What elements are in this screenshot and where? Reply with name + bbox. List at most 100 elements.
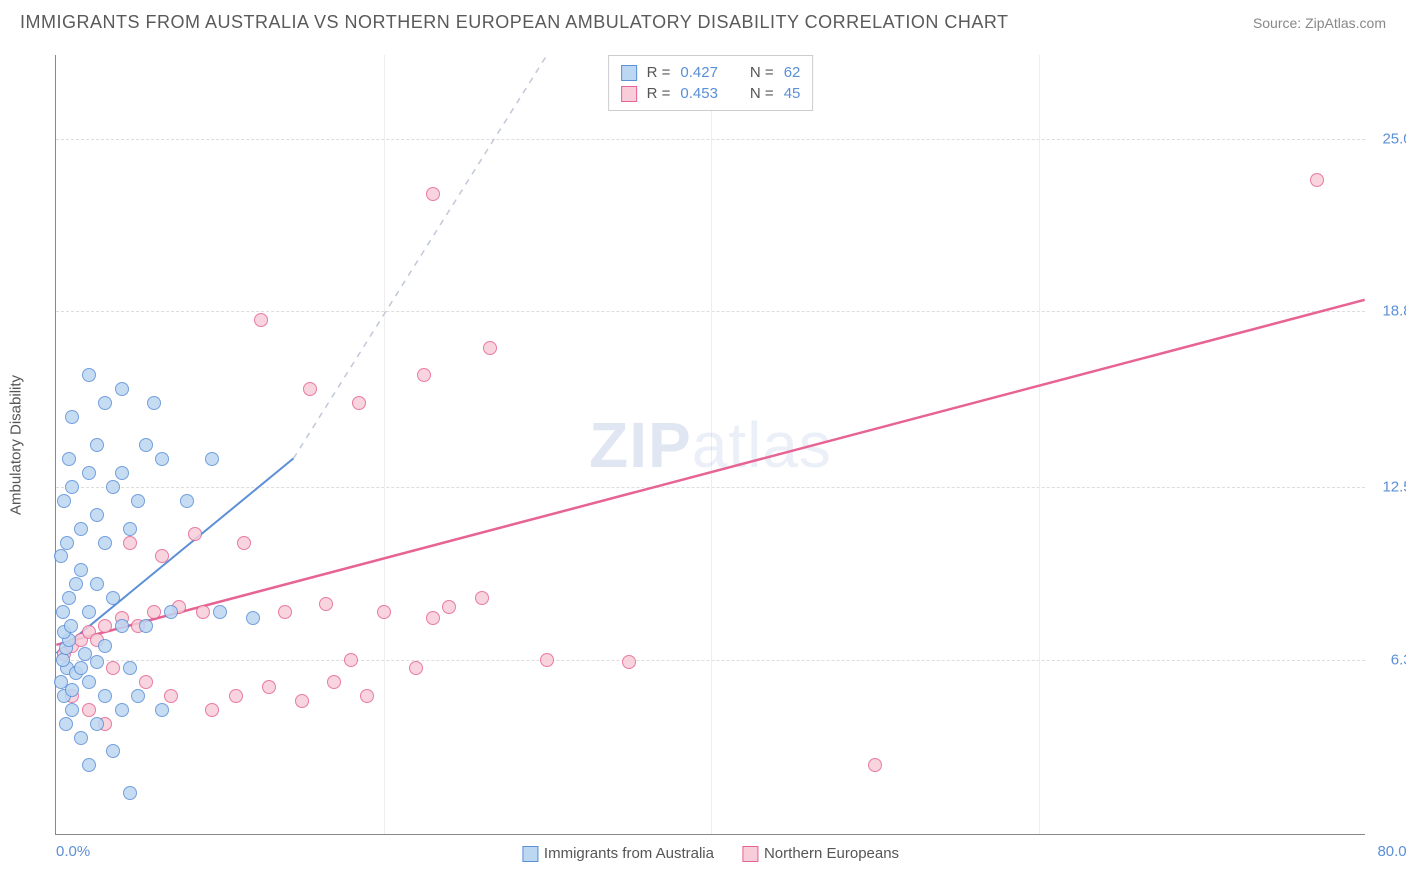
n-value-b: 45 <box>784 85 801 102</box>
data-point <box>98 536 112 550</box>
data-point <box>442 600 456 614</box>
data-point <box>409 661 423 675</box>
trend-lines <box>56 55 1365 834</box>
data-point <box>64 619 78 633</box>
data-point <box>139 438 153 452</box>
x-max-label: 80.0% <box>1377 843 1406 860</box>
data-point <box>60 536 74 550</box>
data-point <box>82 703 96 717</box>
data-point <box>147 396 161 410</box>
data-point <box>205 703 219 717</box>
data-point <box>82 758 96 772</box>
data-point <box>475 591 489 605</box>
data-point <box>82 605 96 619</box>
n-label-a: N = <box>750 64 774 81</box>
data-point <box>106 591 120 605</box>
data-point <box>106 661 120 675</box>
data-point <box>483 341 497 355</box>
data-point <box>65 480 79 494</box>
data-point <box>82 368 96 382</box>
data-point <box>74 661 88 675</box>
trend-line <box>293 55 546 458</box>
data-point <box>131 689 145 703</box>
source-credit: Source: ZipAtlas.com <box>1253 15 1386 31</box>
data-point <box>295 694 309 708</box>
data-point <box>90 577 104 591</box>
data-point <box>98 396 112 410</box>
n-value-a: 62 <box>784 64 801 81</box>
data-point <box>65 410 79 424</box>
data-point <box>139 619 153 633</box>
data-point <box>237 536 251 550</box>
data-point <box>188 527 202 541</box>
data-point <box>62 452 76 466</box>
data-point <box>319 597 333 611</box>
legend-item-a: Immigrants from Australia <box>522 845 714 862</box>
data-point <box>164 605 178 619</box>
data-point <box>213 605 227 619</box>
data-point <box>1310 173 1324 187</box>
data-point <box>246 611 260 625</box>
correlation-legend: R = 0.427 N = 62 R = 0.453 N = 45 <box>608 55 814 111</box>
series-legend: Immigrants from Australia Northern Europ… <box>522 845 899 862</box>
data-point <box>90 438 104 452</box>
n-label-b: N = <box>750 85 774 102</box>
r-label-a: R = <box>647 64 671 81</box>
correlation-row-b: R = 0.453 N = 45 <box>621 83 801 104</box>
data-point <box>98 619 112 633</box>
y-tick-label: 25.0% <box>1382 130 1406 147</box>
scatter-chart: Ambulatory Disability 6.3%12.5%18.8%25.0… <box>55 55 1365 835</box>
data-point <box>155 452 169 466</box>
y-tick-label: 6.3% <box>1391 651 1406 668</box>
trend-line <box>56 458 293 653</box>
data-point <box>139 675 153 689</box>
data-point <box>278 605 292 619</box>
data-point <box>417 368 431 382</box>
data-point <box>115 466 129 480</box>
data-point <box>327 675 341 689</box>
y-tick-label: 18.8% <box>1382 303 1406 320</box>
data-point <box>106 744 120 758</box>
data-point <box>59 717 73 731</box>
data-point <box>90 508 104 522</box>
data-point <box>123 786 137 800</box>
correlation-row-a: R = 0.427 N = 62 <box>621 62 801 83</box>
data-point <box>254 313 268 327</box>
series-b-name: Northern Europeans <box>764 845 899 862</box>
series-a-swatch-bottom <box>522 846 538 862</box>
data-point <box>82 466 96 480</box>
data-point <box>74 522 88 536</box>
data-point <box>622 655 636 669</box>
data-point <box>426 187 440 201</box>
data-point <box>205 452 219 466</box>
data-point <box>360 689 374 703</box>
data-point <box>90 655 104 669</box>
data-point <box>62 591 76 605</box>
series-a-swatch <box>621 65 637 81</box>
x-min-label: 0.0% <box>56 843 90 860</box>
data-point <box>98 689 112 703</box>
data-point <box>74 563 88 577</box>
data-point <box>56 605 70 619</box>
series-b-swatch-bottom <box>742 846 758 862</box>
r-value-b: 0.453 <box>680 85 718 102</box>
data-point <box>69 577 83 591</box>
y-tick-label: 12.5% <box>1382 478 1406 495</box>
data-point <box>74 731 88 745</box>
data-point <box>65 683 79 697</box>
data-point <box>868 758 882 772</box>
r-label-b: R = <box>647 85 671 102</box>
data-point <box>196 605 210 619</box>
data-point <box>123 661 137 675</box>
data-point <box>377 605 391 619</box>
chart-title: IMMIGRANTS FROM AUSTRALIA VS NORTHERN EU… <box>20 12 1009 33</box>
r-value-a: 0.427 <box>680 64 718 81</box>
data-point <box>115 619 129 633</box>
data-point <box>98 639 112 653</box>
data-point <box>540 653 554 667</box>
data-point <box>123 522 137 536</box>
data-point <box>90 717 104 731</box>
data-point <box>123 536 137 550</box>
data-point <box>352 396 366 410</box>
source-label: Source: <box>1253 15 1301 31</box>
